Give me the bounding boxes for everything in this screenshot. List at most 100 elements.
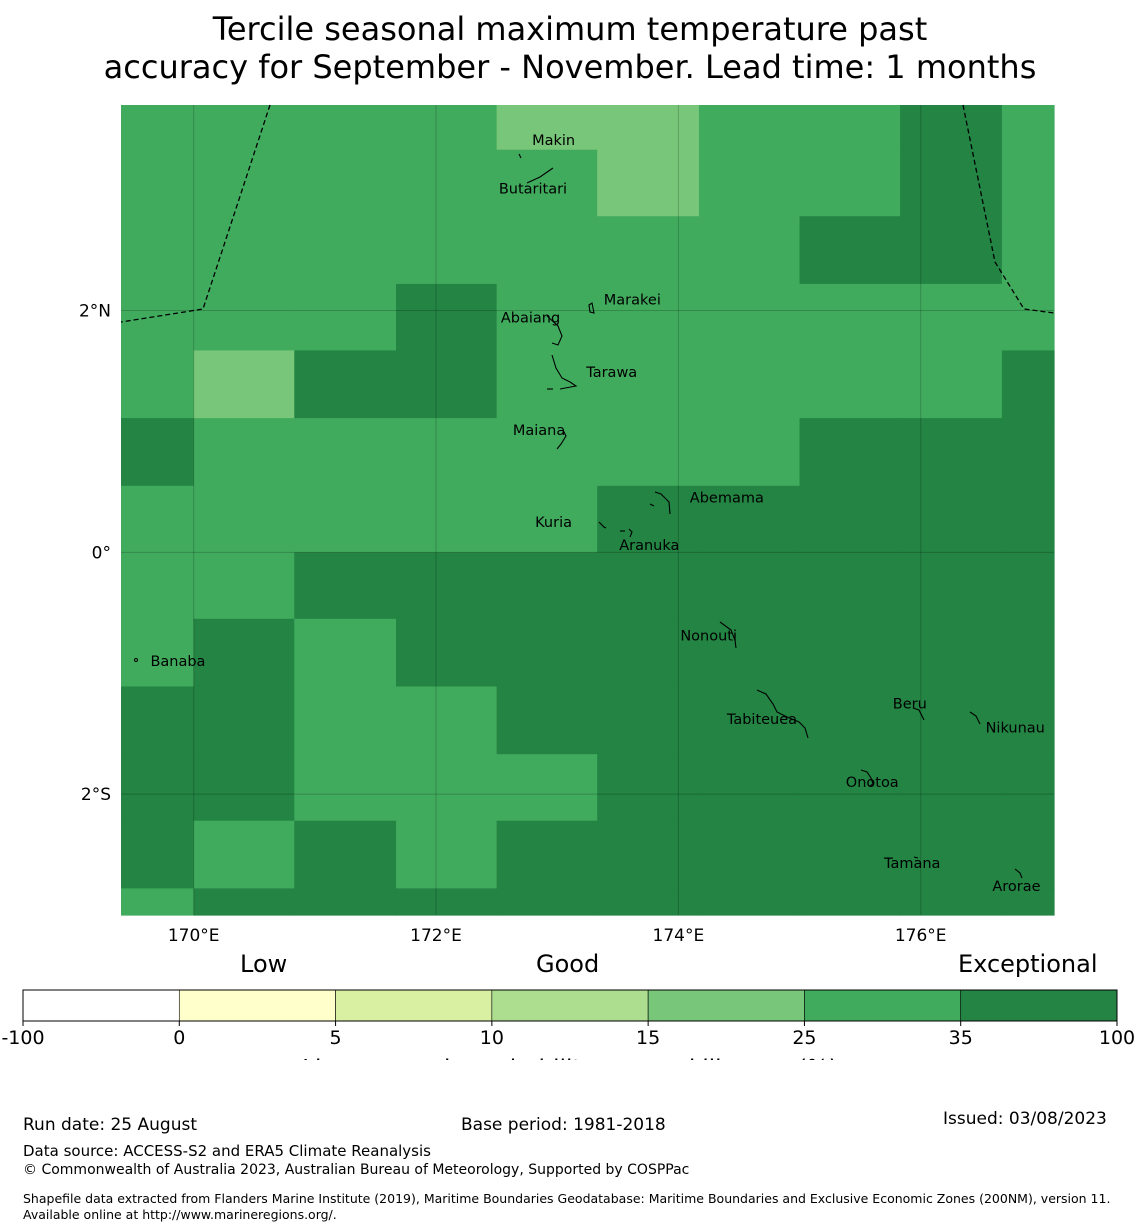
skill-cell — [1001, 418, 1055, 487]
skill-cell — [294, 283, 397, 352]
atoll-outline — [588, 302, 595, 314]
place-label: Onotoa — [846, 775, 899, 791]
skill-cell — [121, 216, 195, 285]
skill-cell — [496, 418, 598, 487]
y-tick-label: 2°N — [79, 302, 111, 322]
skill-cell — [597, 350, 700, 419]
colorbar-tick-label: 5 — [330, 1027, 342, 1049]
skill-cell — [294, 686, 397, 755]
place-label: Tamana — [883, 856, 940, 872]
atoll-outline — [546, 315, 563, 346]
skill-cell — [496, 149, 598, 217]
skill-cell — [121, 350, 195, 419]
atoll-outline — [628, 528, 633, 538]
place-label: Banaba — [150, 654, 205, 670]
skill-cell — [294, 888, 397, 916]
skill-cell — [1001, 149, 1055, 217]
skill-cell — [900, 686, 1003, 755]
atoll-outline — [551, 354, 578, 390]
skill-cell — [799, 754, 901, 822]
place-label: Marakei — [604, 292, 661, 308]
skill-cell — [597, 686, 700, 755]
skill-cell — [1001, 283, 1055, 352]
skill-cell — [698, 350, 801, 419]
skill-cell — [496, 216, 598, 285]
skill-cell — [698, 820, 801, 890]
skill-cell — [496, 283, 598, 352]
skill-cell — [1001, 216, 1055, 285]
skill-cell — [396, 418, 498, 487]
skill-cell — [799, 418, 901, 487]
skill-cell — [294, 552, 397, 620]
skill-cell — [799, 552, 901, 620]
skill-cell — [1001, 485, 1055, 553]
skill-cell — [799, 149, 901, 217]
atoll-outline — [134, 658, 138, 662]
skill-cell — [496, 820, 598, 890]
skill-cell — [900, 754, 1003, 822]
colorbar-segment — [22, 989, 180, 1022]
skill-cell — [121, 283, 195, 352]
skill-cell — [597, 888, 700, 916]
skill-cell — [496, 552, 598, 620]
place-label: Tarawa — [585, 365, 637, 381]
skill-cell — [396, 283, 498, 352]
skill-cell — [1001, 552, 1055, 620]
copyright: © Commonwealth of Australia 2023, Austra… — [23, 1162, 690, 1178]
skill-cell — [396, 820, 498, 890]
atoll-outline — [969, 711, 981, 725]
skill-cell — [121, 105, 195, 151]
skill-cell — [799, 485, 901, 553]
skill-cell — [396, 149, 498, 217]
skill-cell — [193, 888, 295, 916]
skill-cell — [396, 888, 498, 916]
colorbar-segment — [491, 989, 649, 1022]
skill-cell — [193, 105, 295, 151]
colorbar-tick-label: 0 — [173, 1027, 185, 1049]
colorbar-tick-label: 25 — [792, 1027, 816, 1049]
skill-cell — [496, 618, 598, 688]
place-label: Aranuka — [619, 538, 679, 554]
skill-cell — [597, 283, 700, 352]
skill-cell — [900, 485, 1003, 553]
skill-cell — [496, 105, 598, 151]
skill-cell — [396, 552, 498, 620]
data-source: Data source: ACCESS-S2 and ERA5 Climate … — [23, 1142, 431, 1160]
skill-map: 170°E 172°E 174°E 176°E 2°N 0° 2°S Makin Butarit… — [1, 104, 1135, 1060]
title-line-2: accuracy for September - November. Lead … — [103, 48, 1037, 86]
skill-cell — [396, 686, 498, 755]
x-tick-label: 174°E — [653, 926, 705, 946]
x-tick-label: 172°E — [410, 926, 462, 946]
skill-cell — [698, 485, 801, 553]
skill-cell — [1001, 350, 1055, 419]
chart-title: Tercile seasonal maximum temperature pas… — [0, 10, 1140, 86]
skill-cell — [121, 888, 195, 916]
skill-cell — [597, 618, 700, 688]
skill-cell — [496, 350, 598, 419]
skill-cell — [597, 820, 700, 890]
skill-cell — [294, 418, 397, 487]
place-label: Maiana — [513, 423, 565, 439]
skill-cell — [799, 216, 901, 285]
skill-cell — [294, 618, 397, 688]
skill-cell — [799, 888, 901, 916]
skill-cell — [496, 888, 598, 916]
skill-cell — [799, 105, 901, 151]
place-label: Tabiteuea — [726, 712, 797, 728]
colorbar-segment — [178, 989, 336, 1022]
skill-cell — [597, 105, 700, 151]
x-tick-label: 176°E — [895, 926, 947, 946]
skill-cell — [496, 754, 598, 822]
skill-cell — [294, 350, 397, 419]
skill-cell — [799, 618, 901, 688]
shapefile-credit: Shapefile data extracted from Flanders M… — [23, 1191, 1111, 1222]
colorbar-tick-label: 15 — [636, 1027, 660, 1049]
atoll-outline — [598, 521, 607, 529]
skill-cell — [698, 552, 801, 620]
skill-cell — [799, 820, 901, 890]
skill-cell — [597, 216, 700, 285]
skill-cell — [900, 820, 1003, 890]
skill-cell — [193, 216, 295, 285]
skill-cell — [121, 618, 195, 688]
colorbar-frame — [22, 989, 1118, 1022]
